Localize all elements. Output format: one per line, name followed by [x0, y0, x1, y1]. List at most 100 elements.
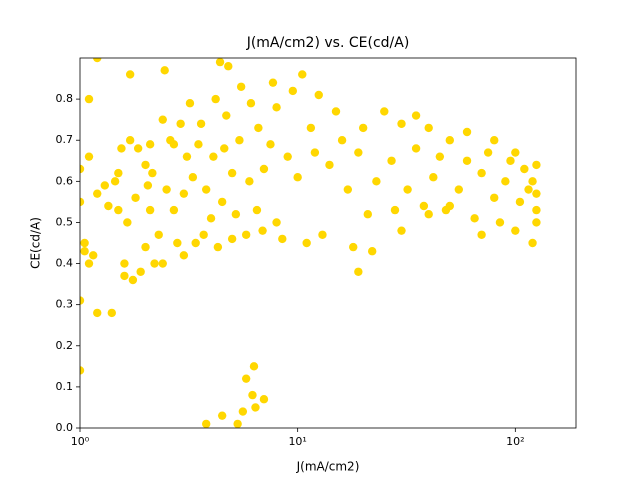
point — [293, 173, 302, 182]
point — [325, 160, 334, 170]
point — [182, 152, 192, 161]
point — [363, 210, 372, 219]
point — [136, 267, 145, 276]
point — [528, 177, 537, 186]
point — [104, 201, 113, 211]
point — [231, 210, 241, 219]
point — [148, 168, 157, 178]
point — [258, 226, 267, 235]
point — [445, 201, 455, 211]
point — [435, 152, 445, 161]
point — [80, 197, 85, 207]
point — [125, 136, 135, 145]
point — [235, 136, 244, 145]
point — [241, 374, 251, 383]
point — [490, 136, 499, 145]
point — [532, 218, 541, 227]
point — [429, 173, 438, 182]
y-tick-label: 0.0 — [56, 421, 74, 434]
point — [454, 185, 464, 194]
point — [511, 148, 520, 157]
point — [495, 218, 505, 227]
point — [158, 115, 167, 124]
point — [206, 214, 216, 223]
point — [397, 226, 406, 235]
point — [125, 70, 135, 79]
point — [272, 218, 281, 227]
point — [110, 177, 120, 186]
point — [272, 103, 281, 112]
point — [411, 144, 421, 153]
point — [160, 66, 169, 75]
point — [259, 395, 269, 404]
point — [201, 185, 211, 194]
points — [80, 58, 541, 428]
point — [349, 242, 358, 252]
point — [233, 419, 242, 428]
point — [201, 419, 211, 428]
point — [213, 242, 223, 252]
point — [80, 366, 85, 375]
point — [93, 308, 102, 318]
x-tick-label: 10⁰ — [71, 435, 90, 448]
point — [528, 238, 537, 248]
point — [188, 173, 198, 182]
point — [89, 251, 98, 260]
point — [80, 296, 85, 305]
point — [288, 86, 298, 96]
point — [93, 189, 102, 198]
point — [387, 156, 396, 165]
point — [314, 90, 323, 100]
point — [215, 58, 225, 67]
point — [185, 99, 195, 108]
point — [515, 197, 525, 207]
point — [80, 238, 89, 248]
point — [411, 111, 421, 120]
point — [128, 275, 138, 285]
point — [173, 238, 182, 248]
point — [194, 140, 203, 149]
point — [222, 111, 231, 120]
point — [199, 230, 208, 239]
point — [169, 140, 179, 149]
point — [162, 185, 171, 194]
point — [354, 267, 363, 276]
point — [241, 230, 251, 239]
point — [249, 362, 259, 371]
point — [84, 152, 94, 161]
point — [283, 152, 292, 161]
point — [380, 107, 389, 116]
point — [117, 144, 126, 153]
point — [470, 214, 479, 223]
point — [131, 193, 140, 202]
point — [80, 164, 85, 174]
point — [483, 148, 493, 157]
y-tick-label: 0.1 — [56, 380, 74, 393]
point — [209, 152, 218, 161]
y-tick-label: 0.2 — [56, 339, 74, 352]
point — [367, 247, 377, 256]
point — [266, 140, 275, 149]
point — [176, 119, 185, 128]
x-tick-label: 10¹ — [288, 435, 306, 448]
point — [424, 123, 433, 133]
point — [246, 99, 256, 108]
point — [179, 251, 189, 260]
point — [532, 160, 541, 170]
point — [120, 259, 129, 268]
point — [145, 205, 155, 215]
point — [511, 226, 520, 235]
y-axis-label: CE(cd/A) — [29, 217, 43, 269]
point — [145, 140, 155, 149]
point — [84, 259, 94, 268]
point — [133, 144, 143, 153]
point — [248, 390, 257, 400]
point — [462, 127, 472, 137]
point — [217, 411, 227, 420]
point — [150, 259, 159, 268]
point — [306, 123, 316, 133]
point — [93, 58, 102, 63]
point — [114, 205, 123, 215]
point — [251, 403, 260, 412]
